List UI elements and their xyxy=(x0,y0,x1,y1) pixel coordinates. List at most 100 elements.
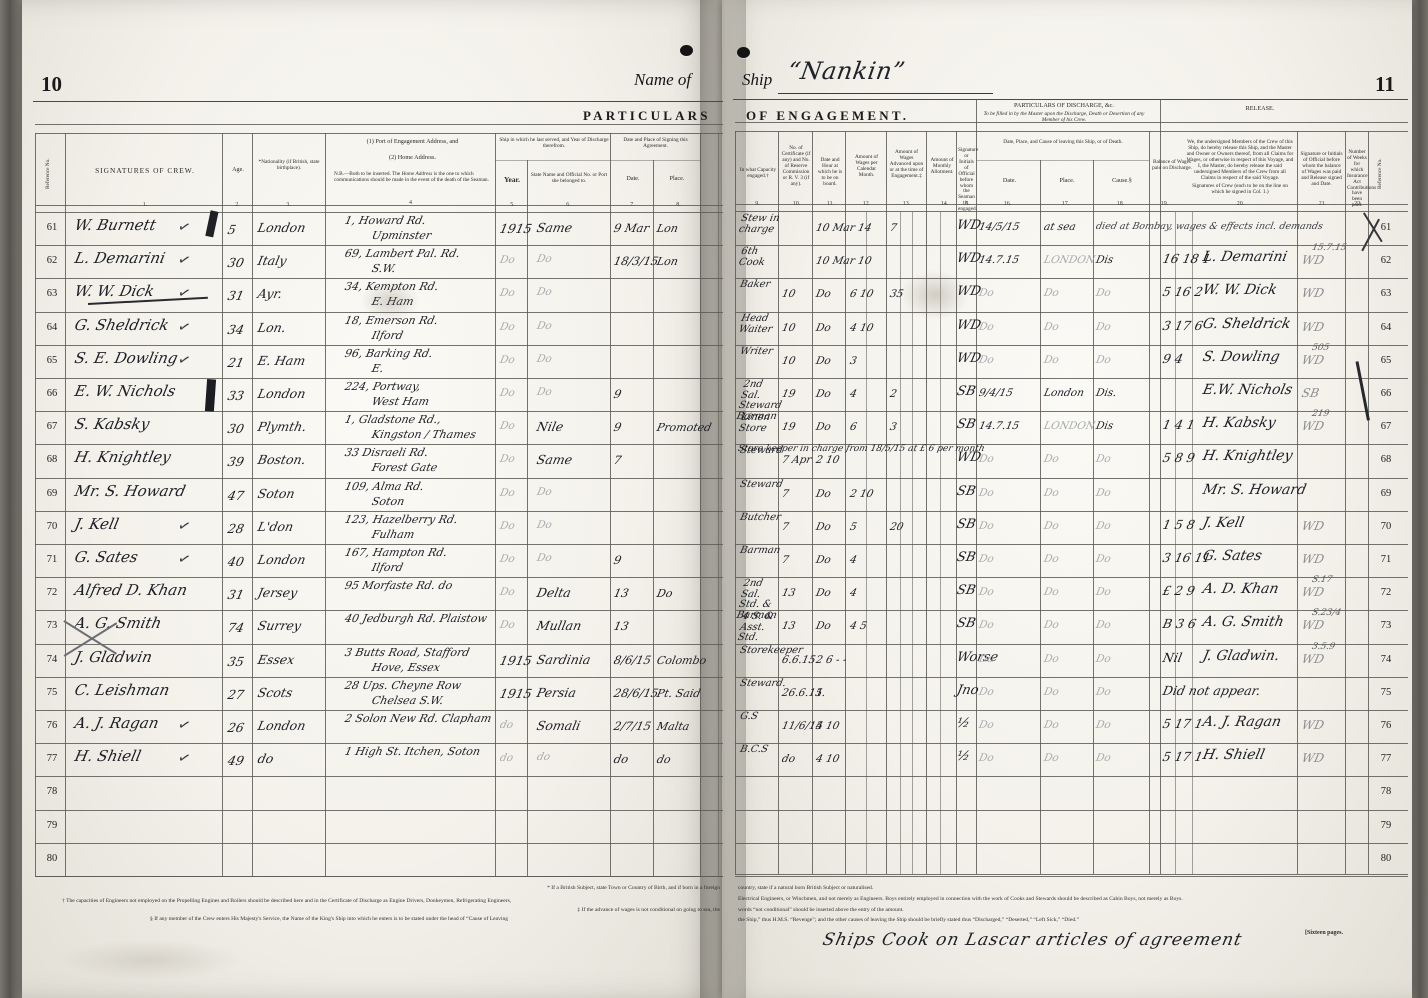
certificate-65: 10 xyxy=(780,354,797,367)
release-signature-67: H. Kabsky xyxy=(1201,415,1278,432)
row-number-right-66: 66 xyxy=(1380,388,1392,399)
leaving-date-75: Do xyxy=(977,685,996,698)
row-rule xyxy=(35,245,723,247)
wages-advanced-63: 35 xyxy=(888,288,905,301)
left-table-right-edge xyxy=(718,133,719,876)
capacity-64: Head Waiter xyxy=(737,312,774,335)
right-col-sep-allot xyxy=(956,131,957,874)
colhead-official-initials: Signature or Initials of Official before… xyxy=(958,147,979,213)
signing-date-73: 13 xyxy=(612,619,631,634)
leaving-cause-62: Dis xyxy=(1094,254,1115,267)
release-signature-70: J. Kell xyxy=(1201,514,1246,531)
address-port-62: 69, Lambert Pal. Rd. xyxy=(343,247,462,261)
balance-wages-64: 3 17 6 xyxy=(1161,317,1205,333)
row-number-left-65: 65 xyxy=(46,354,58,366)
last-ship-name-61: Same xyxy=(535,220,574,235)
age-62: 30 xyxy=(226,255,246,271)
left-col-edge xyxy=(35,133,36,876)
right-head-rule-top2 xyxy=(735,131,1408,132)
release-section-title: RELEASE. xyxy=(1245,105,1275,112)
row-rule xyxy=(735,311,1408,313)
release-initials-67: WD xyxy=(1300,419,1326,434)
last-ship-year-76: do xyxy=(498,719,515,731)
signing-date-77: do xyxy=(612,752,630,767)
row-rule xyxy=(735,577,1408,579)
signature-62: L. Demarini xyxy=(73,249,167,268)
money-rule-b xyxy=(900,212,901,874)
last-ship-name-74: Sardinia xyxy=(535,651,593,667)
colnum-21: 21. xyxy=(1318,201,1327,207)
leaving-date-70: Do xyxy=(977,519,996,532)
colhead-year: Year. xyxy=(504,175,520,184)
right-col-sep-initials xyxy=(976,99,977,874)
folio-left: 10 xyxy=(41,72,62,96)
left-col-sep-sig xyxy=(222,133,223,876)
last-ship-year-61: 1915 xyxy=(498,221,534,236)
capacity-74: Storekeeper xyxy=(738,644,804,656)
address-port-65: 96, Barking Rd. xyxy=(343,346,434,360)
release-signature-73: A. G. Smith xyxy=(1201,614,1286,631)
wages-63: 6 10 xyxy=(848,288,875,301)
wages-64: 4 10 xyxy=(848,321,875,334)
address-port-77: 1 High St. Itchen, Soton xyxy=(343,745,482,759)
leaving-cause-63: Do xyxy=(1094,287,1113,300)
colhead-port-engagement: (1) Port of Engagement Address, and xyxy=(366,138,459,145)
row-rule xyxy=(35,776,723,778)
last-ship-year-62: Do xyxy=(498,254,517,267)
banner-rule-right xyxy=(733,99,1408,100)
colhead-monthly-allotment: Amount of Monthly Allotment. xyxy=(930,157,954,175)
left-col-sep-addr xyxy=(495,133,496,876)
address-home-71: Ilford xyxy=(370,561,405,574)
last-ship-name-76: Somali xyxy=(535,718,582,733)
balance-wages-77: 5 17 1 xyxy=(1161,749,1205,765)
left-group-rule xyxy=(495,160,700,161)
left-head-rule-top2 xyxy=(35,133,723,134)
colnum-2: 2. xyxy=(235,202,240,208)
address-home-67: Kingston / Thames xyxy=(370,428,478,442)
colhead-official-release-initials: Signature or Initials of Official before… xyxy=(1300,151,1343,187)
colhead-capacity: In what Capacity engaged.† xyxy=(739,167,777,179)
last-ship-name-69: Do xyxy=(535,485,554,498)
nationality-61: London xyxy=(256,220,308,235)
discharge-section-title: PARTICULARS OF DISCHARGE, &c. xyxy=(1014,102,1114,109)
address-home-63: E. Ham xyxy=(370,295,415,309)
age-64: 34 xyxy=(226,321,246,337)
left-col-sep-nat xyxy=(325,133,326,876)
release-initials-76: WD xyxy=(1300,718,1326,732)
signing-place-67: Promoted xyxy=(655,421,713,435)
row-number-right-69: 69 xyxy=(1380,487,1392,499)
nationality-67: Plymth. xyxy=(256,419,308,435)
row-number-right-76: 76 xyxy=(1380,720,1392,731)
wages-73: 4 5 xyxy=(848,620,868,633)
leaving-date-68: Do xyxy=(977,453,996,466)
row-number-left-72: 72 xyxy=(46,587,58,599)
colnum-18: 18. xyxy=(1116,201,1125,207)
capacity-76: G.S xyxy=(738,711,760,722)
row-number-right-77: 77 xyxy=(1380,753,1392,765)
address-home-74: Hove, Essex xyxy=(370,660,442,674)
row-number-left-77: 77 xyxy=(46,753,58,765)
balance-wages-63: 5 16 2 xyxy=(1161,284,1205,300)
capacity-63: Baker xyxy=(738,279,772,291)
nationality-68: Boston. xyxy=(256,452,308,468)
row-rule xyxy=(735,643,1408,645)
last-ship-name-75: Persia xyxy=(535,684,578,700)
last-ship-year-69: Do xyxy=(498,486,517,499)
money-rule-f xyxy=(1192,212,1193,874)
colhead-age: Age. xyxy=(232,166,244,173)
release-initials-64: WD xyxy=(1300,319,1326,334)
nationality-64: Lon. xyxy=(256,319,288,335)
colhead-reference-no-right: Reference No. xyxy=(1377,158,1383,190)
address-home-61: Upminster xyxy=(370,229,433,242)
date-hour-61: 10 Mar 14 xyxy=(814,222,873,234)
date-hour-64: Do xyxy=(814,321,833,334)
colhead-leave-cause: Cause.§ xyxy=(1112,177,1132,184)
colhead-wages-advanced: Amount of Wages Advanced upon or at the … xyxy=(889,149,924,179)
footnote-dagger-cont: Electrical Engineers, or Winchmen, and n… xyxy=(738,896,1183,902)
release-signature-68: H. Knightley xyxy=(1201,448,1295,465)
row-number-left-80: 80 xyxy=(46,852,58,864)
balance-wages-67: 1 4 1 xyxy=(1161,417,1197,433)
left-col-sep-ship xyxy=(610,133,611,876)
ship-name: “Nankin” xyxy=(785,57,908,85)
